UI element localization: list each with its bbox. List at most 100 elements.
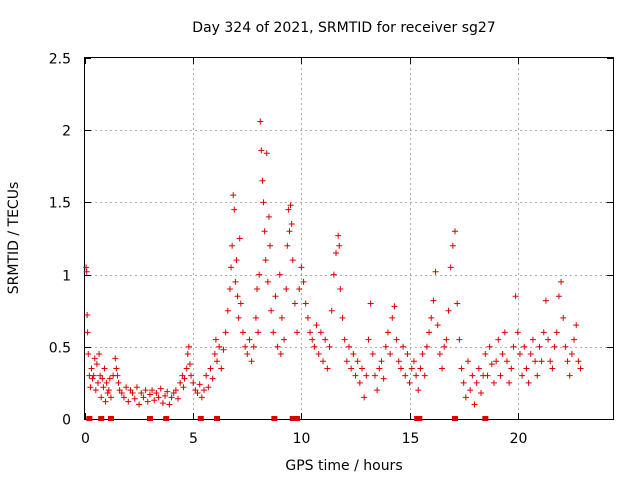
data-point: [499, 351, 506, 358]
data-point: [573, 322, 580, 329]
data-point: [220, 346, 227, 353]
data-point: [267, 242, 274, 249]
data-point: [527, 351, 534, 358]
data-point: [166, 401, 173, 408]
data-points: [83, 118, 584, 421]
data-point: [354, 358, 361, 365]
data-point: [534, 372, 541, 379]
data-point: [432, 268, 439, 275]
data-point: [298, 264, 305, 271]
data-point: [346, 343, 352, 350]
x-axis-label: GPS time / hours: [285, 458, 402, 474]
grid: [85, 58, 613, 419]
x-tick-label: 5: [189, 431, 198, 447]
data-point: [339, 314, 346, 321]
data-point: [471, 401, 478, 408]
data-point: [237, 300, 244, 307]
data-point: [519, 372, 526, 379]
data-point: [96, 351, 103, 358]
data-point: [410, 358, 417, 365]
data-point: [151, 397, 158, 404]
data-point: [406, 379, 413, 386]
data-point: [107, 394, 114, 401]
zero-marker: [107, 416, 114, 421]
data-point: [228, 264, 235, 271]
data-point: [482, 351, 489, 358]
data-point: [326, 343, 333, 350]
data-point: [92, 387, 99, 394]
data-point: [462, 394, 469, 401]
data-point: [144, 398, 151, 405]
data-point: [230, 192, 237, 199]
data-point: [415, 387, 422, 394]
x-tick-label: 10: [293, 431, 311, 447]
data-point: [493, 358, 500, 365]
data-point: [283, 286, 290, 293]
zero-marker: [294, 416, 301, 421]
data-point: [577, 365, 584, 372]
y-tick-label: 2.5: [49, 52, 71, 68]
zero-marker: [86, 416, 93, 421]
data-point: [188, 372, 195, 379]
data-point: [246, 336, 253, 343]
data-point: [445, 307, 452, 314]
data-point: [186, 361, 193, 368]
data-point: [336, 242, 343, 249]
zero-marker: [289, 416, 296, 421]
data-point: [244, 351, 251, 358]
data-point: [284, 242, 291, 249]
data-point: [231, 206, 238, 213]
data-point: [358, 365, 365, 372]
data-point: [337, 286, 344, 293]
data-point: [423, 343, 430, 350]
data-point: [343, 358, 350, 365]
data-point: [486, 343, 493, 350]
data-point: [222, 329, 229, 336]
zero-marker: [214, 416, 220, 421]
data-point: [203, 372, 210, 379]
data-point: [236, 235, 243, 242]
data-point: [209, 375, 216, 382]
data-point: [106, 375, 113, 382]
zero-marker: [197, 416, 204, 421]
data-point: [506, 379, 513, 386]
y-tick-label: 2: [62, 124, 71, 140]
data-point: [447, 264, 454, 271]
data-point: [551, 343, 558, 350]
data-point: [402, 372, 409, 379]
data-point: [125, 398, 132, 405]
data-point: [229, 242, 236, 249]
y-tick-label: 1: [62, 269, 71, 285]
data-point: [490, 379, 497, 386]
data-point: [488, 361, 495, 368]
data-point: [278, 314, 285, 321]
data-point: [467, 387, 474, 394]
data-point: [260, 199, 267, 206]
data-point: [98, 394, 105, 401]
data-point: [289, 257, 296, 264]
data-point: [333, 249, 340, 256]
data-point: [525, 379, 532, 386]
data-point: [265, 213, 272, 220]
zero-marker: [482, 416, 489, 421]
data-point: [255, 329, 262, 336]
data-point: [458, 365, 465, 372]
data-point: [566, 372, 573, 379]
data-point: [90, 372, 97, 379]
data-point: [356, 379, 363, 386]
data-point: [268, 307, 275, 314]
data-point: [443, 336, 450, 343]
data-point: [296, 286, 303, 293]
data-point: [235, 314, 242, 321]
data-point: [313, 322, 320, 329]
data-point: [523, 365, 530, 372]
data-point: [180, 384, 187, 391]
data-point: [428, 314, 435, 321]
data-point: [473, 379, 480, 386]
data-point: [104, 390, 111, 397]
data-point: [181, 375, 188, 382]
data-point: [155, 394, 162, 401]
zero-marker: [163, 416, 170, 421]
data-point: [374, 387, 381, 394]
